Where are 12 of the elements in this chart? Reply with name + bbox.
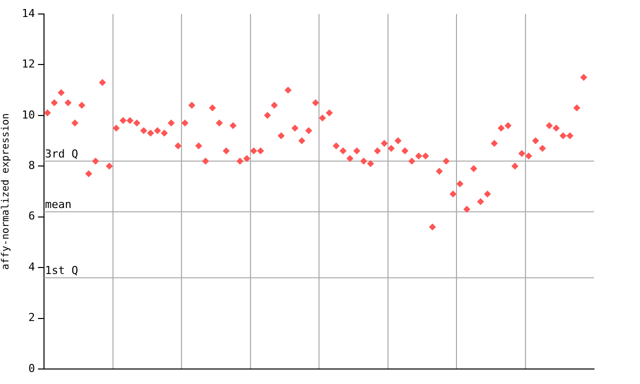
y-tick-label: 10 xyxy=(22,108,35,122)
y-tick-label: 2 xyxy=(28,311,35,324)
y-tick-label: 0 xyxy=(28,362,35,375)
ref-line-label: 1st Q xyxy=(45,264,78,278)
y-tick-label: 4 xyxy=(28,260,36,274)
ref-line-label: mean xyxy=(45,198,72,212)
y-tick-label: 8 xyxy=(28,159,35,172)
y-tick-label: 14 xyxy=(22,6,36,20)
y-tick-label: 12 xyxy=(22,58,35,71)
ref-line-label: 3rd Q xyxy=(45,147,78,160)
y-tick-label: 6 xyxy=(28,210,35,223)
y-axis-title: affy-normalized expression xyxy=(0,113,12,270)
